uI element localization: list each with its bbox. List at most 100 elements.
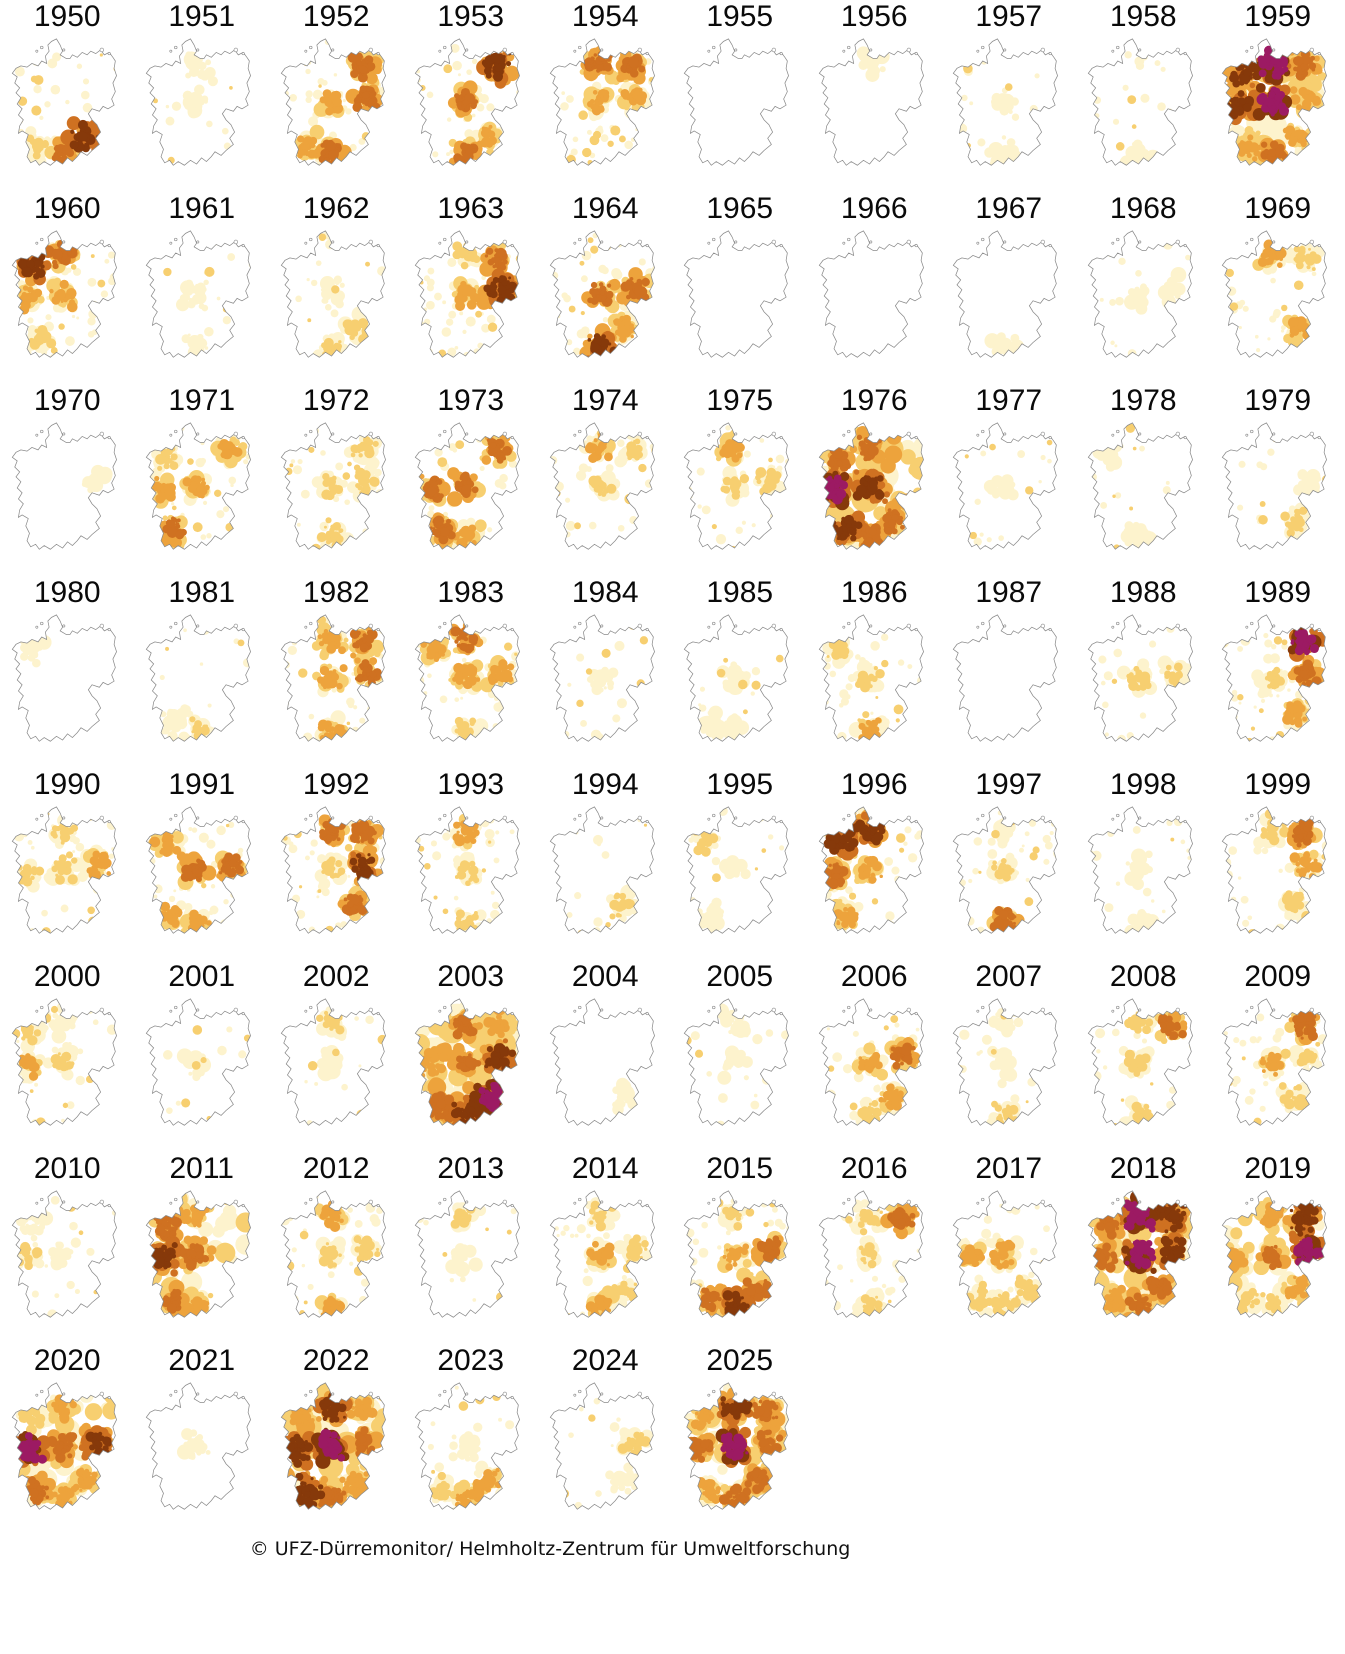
germany-outline (415, 1382, 521, 1510)
island-outline (869, 48, 872, 52)
island-outline (304, 241, 307, 245)
germany-outline (1222, 38, 1328, 166)
island-outline (1272, 432, 1276, 436)
year-label: 1962 (302, 192, 370, 225)
year-cell-1955: 1955 (673, 0, 808, 192)
island-outline (914, 1204, 918, 1208)
island-outline (368, 1007, 373, 1013)
year-cell-1991: 1991 (135, 768, 270, 960)
year-label: 2018 (1109, 1152, 1177, 1185)
island-outline (35, 49, 38, 53)
year-label: 1979 (1244, 384, 1312, 417)
island-outline (1048, 1012, 1052, 1016)
year-label: 1987 (975, 576, 1043, 609)
island-outline (1250, 429, 1254, 434)
year-cell-2001: 2001 (135, 960, 270, 1152)
germany-outline (818, 38, 924, 166)
island-outline (577, 429, 582, 434)
germany-map-2024 (549, 1382, 655, 1510)
island-outline (734, 240, 738, 244)
island-outline (1040, 431, 1046, 437)
island-outline (1115, 813, 1120, 818)
island-outline (1309, 239, 1315, 245)
island-outline (906, 239, 911, 245)
island-outline (107, 436, 111, 440)
germany-outline (1222, 1190, 1328, 1318)
island-outline (1245, 49, 1249, 53)
year-label: 1964 (571, 192, 639, 225)
island-outline (376, 820, 380, 824)
island-outline (304, 433, 307, 437)
island-outline (376, 1396, 380, 1400)
island-outline (645, 820, 649, 824)
island-outline (196, 240, 200, 244)
island-outline (368, 815, 373, 821)
island-outline (1309, 1199, 1315, 1205)
island-outline (1245, 1009, 1249, 1013)
island-outline (233, 431, 239, 437)
island-outline (779, 52, 783, 56)
island-outline (637, 1199, 642, 1205)
island-outline (35, 625, 38, 629)
island-outline (510, 628, 514, 632)
island-outline (771, 1391, 777, 1397)
island-outline (707, 1201, 711, 1205)
year-cell-1977: 1977 (942, 384, 1077, 576)
germany-outline (1087, 230, 1193, 358)
island-outline (906, 47, 911, 53)
year-cell-1965: 1965 (673, 192, 808, 384)
island-outline (1048, 244, 1052, 248)
island-outline (331, 1200, 334, 1204)
germany-outline (280, 614, 386, 742)
year-cell-1956: 1956 (807, 0, 942, 192)
germany-outline (415, 1190, 521, 1318)
island-outline (169, 1009, 173, 1013)
germany-map-1989 (1222, 614, 1328, 742)
germany-map-1990 (11, 806, 117, 934)
year-cell-1999: 1999 (1211, 768, 1345, 960)
year-label: 1968 (1109, 192, 1177, 225)
germany-outline (1222, 230, 1328, 358)
island-outline (1040, 239, 1046, 245)
year-label: 2013 (437, 1152, 505, 1185)
island-outline (510, 244, 514, 248)
island-outline (1175, 431, 1180, 437)
year-cell-1954: 1954 (538, 0, 673, 192)
island-outline (107, 1012, 111, 1016)
island-outline (1183, 820, 1187, 824)
island-outline (1175, 239, 1180, 245)
germany-map-2010 (11, 1190, 117, 1318)
island-outline (1250, 813, 1254, 818)
year-cell-2006: 2006 (807, 960, 942, 1152)
germany-map-1977 (953, 422, 1059, 550)
year-cell-2009: 2009 (1211, 960, 1345, 1152)
island-outline (35, 433, 38, 437)
island-outline (304, 1009, 307, 1013)
island-outline (1111, 625, 1114, 629)
island-outline (1003, 1008, 1007, 1012)
year-cell-1961: 1961 (135, 192, 270, 384)
island-outline (465, 1392, 469, 1396)
germany-outline (415, 614, 521, 742)
year-cell-1972: 1972 (269, 384, 404, 576)
island-outline (241, 1012, 245, 1016)
island-outline (376, 628, 380, 632)
island-outline (1138, 432, 1141, 436)
island-outline (573, 49, 576, 53)
island-outline (573, 625, 576, 629)
island-outline (502, 239, 508, 245)
island-outline (1048, 820, 1052, 824)
year-cell-1973: 1973 (404, 384, 539, 576)
island-outline (99, 815, 104, 821)
island-outline (779, 436, 783, 440)
island-outline (637, 1391, 642, 1397)
island-outline (906, 623, 911, 629)
year-label: 2002 (302, 960, 370, 993)
year-label: 1999 (1244, 768, 1312, 801)
island-outline (443, 45, 447, 50)
island-outline (241, 436, 245, 440)
germany-outline (280, 998, 386, 1126)
island-outline (1317, 628, 1321, 632)
island-outline (1250, 237, 1254, 242)
island-outline (734, 1008, 738, 1012)
